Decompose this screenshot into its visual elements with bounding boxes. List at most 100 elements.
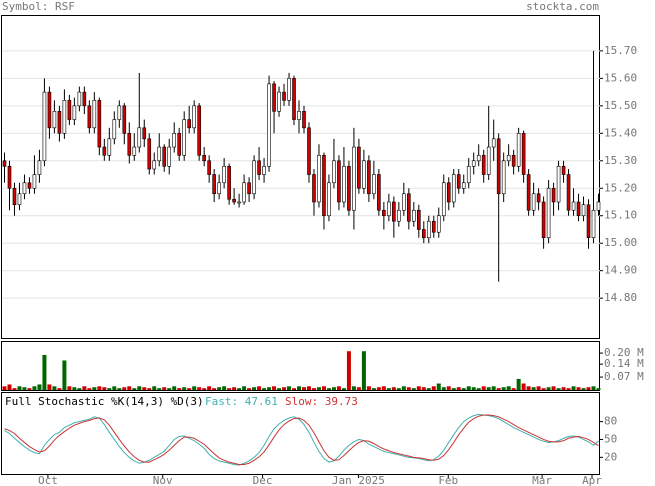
candle-body <box>122 105 127 134</box>
source: stockta.com <box>526 0 599 13</box>
y-tick-label: 15.00 <box>604 236 637 249</box>
candle-body <box>262 165 266 175</box>
volume-bar <box>2 386 7 390</box>
candle-body <box>132 146 137 156</box>
volume-bar <box>122 387 127 390</box>
candle-body <box>317 154 321 203</box>
volume-bar <box>157 388 162 390</box>
volume-bar <box>546 387 551 390</box>
candle-body <box>352 146 356 211</box>
volume-bar <box>391 387 396 390</box>
x-tick-label: Feb <box>438 474 458 486</box>
candle-body <box>92 100 97 129</box>
volume-bar <box>541 388 546 390</box>
candle-body <box>272 83 276 112</box>
candle-body <box>426 220 431 239</box>
candle-body <box>521 133 526 175</box>
candle-body <box>591 209 596 239</box>
candle-body <box>561 165 566 175</box>
volume-bar <box>32 386 37 390</box>
volume-bar <box>361 351 366 390</box>
volume-bar <box>441 387 446 390</box>
candle-body <box>397 209 401 222</box>
candle-body <box>456 174 461 189</box>
y-tick-label: 15.10 <box>604 209 637 222</box>
candle-body <box>7 165 12 189</box>
volume-bar <box>471 387 476 390</box>
volume-bar <box>232 387 237 390</box>
volume-bar <box>561 387 566 390</box>
volume-bar <box>496 388 501 390</box>
candle-body <box>102 146 107 156</box>
candle-body <box>372 174 376 195</box>
volume-bar <box>491 386 496 390</box>
volume-bar <box>521 383 526 390</box>
volume-bar <box>152 386 157 390</box>
volume-bar <box>576 387 581 390</box>
candle-body <box>97 100 102 148</box>
candle-body <box>486 146 491 175</box>
volume-bar <box>192 386 197 390</box>
candle-body <box>551 187 556 203</box>
candle-body <box>237 201 241 204</box>
volume-bar <box>97 386 102 390</box>
volume-bar <box>406 387 411 390</box>
candle-body <box>287 78 291 101</box>
candle-body <box>222 165 226 184</box>
candle-body <box>566 174 571 211</box>
volume-bar <box>566 388 571 390</box>
chart-title: Symbol: RSF <box>2 0 75 13</box>
volume-bar <box>37 384 42 390</box>
volume-bar <box>476 388 481 390</box>
volume-bar <box>436 383 441 390</box>
volume-bar <box>351 386 356 390</box>
candle-body <box>252 160 256 195</box>
candle-body <box>576 201 581 217</box>
volume-bar <box>117 388 122 390</box>
volume-bar <box>262 388 267 390</box>
candle-body <box>202 154 206 162</box>
y-tick-label: 50 <box>604 432 617 445</box>
candle-body <box>67 100 72 120</box>
candle-body <box>77 91 82 107</box>
candle-body <box>147 138 152 170</box>
candle-body <box>172 133 177 148</box>
volume-bar <box>237 388 242 390</box>
candle-body <box>117 105 122 120</box>
candle-body <box>516 133 521 167</box>
candle-body <box>107 138 112 156</box>
y-tick-label: 15.40 <box>604 126 637 139</box>
volume-bar <box>571 386 576 390</box>
candle-body <box>586 204 591 239</box>
candle-body <box>571 201 576 211</box>
legend-entry: Slow: 39.73 <box>285 395 358 408</box>
stochastic-line <box>4 413 599 466</box>
candle-body <box>87 105 92 129</box>
volume-bar <box>536 386 541 390</box>
volume-bar <box>127 386 132 390</box>
volume-bar <box>596 388 601 390</box>
candle-body <box>377 174 381 211</box>
volume-bar <box>77 388 82 390</box>
stochastic-line <box>4 414 599 465</box>
candle-body <box>491 138 496 148</box>
volume-bar <box>461 388 466 390</box>
candle-body <box>431 220 436 233</box>
volume-bar <box>396 388 401 390</box>
volume-panel <box>1 341 600 391</box>
candle-body <box>47 91 52 129</box>
candle-body <box>227 165 231 200</box>
volume-bar <box>326 388 331 390</box>
candle-body <box>407 193 411 222</box>
volume-bar <box>341 388 346 390</box>
volume-bar <box>172 386 177 390</box>
volume-bar <box>12 388 17 390</box>
volume-bar <box>82 386 87 390</box>
candle-body <box>22 182 27 195</box>
volume-bar <box>62 360 67 390</box>
volume-bar <box>242 386 247 390</box>
x-tick-label: Oct <box>38 474 58 486</box>
volume-bar <box>306 386 311 390</box>
volume-bar <box>177 388 182 390</box>
